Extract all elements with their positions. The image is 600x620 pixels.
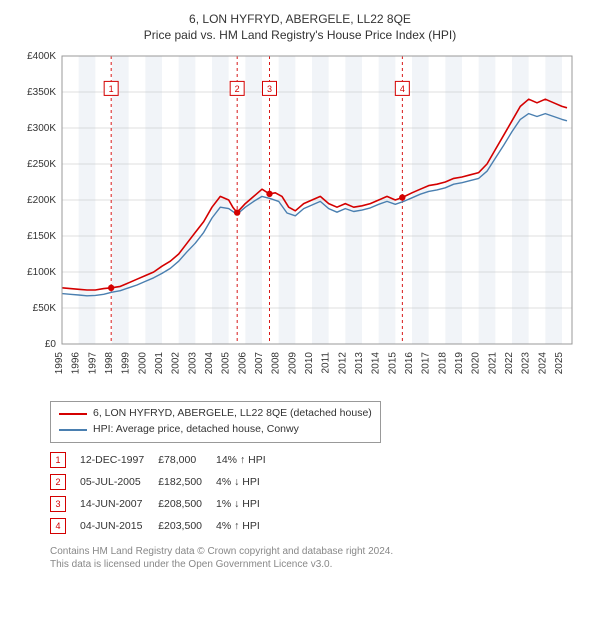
svg-text:2: 2: [235, 84, 240, 94]
sale-price: £78,000: [158, 449, 216, 471]
svg-text:2024: 2024: [537, 352, 548, 375]
footnote-line1: Contains HM Land Registry data © Crown c…: [50, 545, 590, 559]
svg-text:2008: 2008: [271, 352, 282, 375]
svg-text:1996: 1996: [71, 352, 82, 375]
arrow-up-icon: [240, 454, 245, 466]
sale-marker-icon: 4: [50, 518, 66, 534]
svg-text:2025: 2025: [554, 352, 565, 375]
svg-text:1997: 1997: [87, 352, 98, 375]
footnote-line2: This data is licensed under the Open Gov…: [50, 558, 590, 572]
legend-row-subject: 6, LON HYFRYD, ABERGELE, LL22 8QE (detac…: [59, 406, 372, 422]
chart-svg: £0 £50K £100K £150K £200K £250K £300K £350K £400…: [10, 50, 580, 390]
svg-text:1999: 1999: [121, 352, 132, 375]
svg-text:2017: 2017: [421, 352, 432, 375]
svg-text:2004: 2004: [204, 352, 215, 375]
svg-text:£250K: £250K: [27, 159, 56, 170]
page-title-sub: Price paid vs. HM Land Registry's House …: [10, 28, 590, 42]
svg-text:£300K: £300K: [27, 123, 56, 134]
svg-text:2012: 2012: [337, 352, 348, 375]
svg-text:£100K: £100K: [27, 267, 56, 278]
footnote: Contains HM Land Registry data © Crown c…: [50, 545, 590, 572]
svg-text:3: 3: [267, 84, 272, 94]
svg-text:2002: 2002: [171, 352, 182, 375]
sale-date: 05-JUL-2005: [80, 471, 158, 493]
svg-text:£350K: £350K: [27, 87, 56, 98]
svg-text:2005: 2005: [221, 352, 232, 375]
sales-table: 1 12-DEC-1997£78,00014% HPI 2 05-JUL-2005£1…: [50, 449, 280, 537]
sales-row: 1 12-DEC-1997£78,00014% HPI: [50, 449, 280, 471]
sale-date: 14-JUN-2007: [80, 493, 158, 515]
svg-text:2018: 2018: [437, 352, 448, 375]
svg-text:2007: 2007: [254, 352, 265, 375]
svg-text:2015: 2015: [387, 352, 398, 375]
svg-text:1995: 1995: [54, 352, 65, 375]
svg-text:£0: £0: [45, 339, 57, 350]
legend-label-hpi: HPI: Average price, detached house, Conw…: [93, 422, 299, 438]
page-title-address: 6, LON HYFRYD, ABERGELE, LL22 8QE: [10, 12, 590, 26]
sale-price: £182,500: [158, 471, 216, 493]
sales-row: 2 05-JUL-2005£182,5004% HPI: [50, 471, 280, 493]
svg-text:2010: 2010: [304, 352, 315, 375]
svg-text:£200K: £200K: [27, 195, 56, 206]
legend-row-hpi: HPI: Average price, detached house, Conw…: [59, 422, 372, 438]
svg-text:2009: 2009: [287, 352, 298, 375]
svg-text:1998: 1998: [104, 352, 115, 375]
legend-swatch-subject: [59, 413, 87, 415]
sale-marker-icon: 1: [50, 452, 66, 468]
svg-text:2020: 2020: [471, 352, 482, 375]
arrow-down-icon: [234, 476, 239, 488]
svg-text:2013: 2013: [354, 352, 365, 375]
sale-delta: 4% HPI: [216, 515, 280, 537]
svg-text:2014: 2014: [371, 352, 382, 375]
legend-swatch-hpi: [59, 429, 87, 431]
sale-date: 04-JUN-2015: [80, 515, 158, 537]
svg-text:2016: 2016: [404, 352, 415, 375]
arrow-down-icon: [234, 498, 239, 510]
sales-row: 3 14-JUN-2007£208,5001% HPI: [50, 493, 280, 515]
sale-date: 12-DEC-1997: [80, 449, 158, 471]
sale-price: £203,500: [158, 515, 216, 537]
sale-delta: 14% HPI: [216, 449, 280, 471]
svg-text:4: 4: [400, 84, 405, 94]
svg-text:2011: 2011: [321, 352, 332, 374]
svg-text:2006: 2006: [237, 352, 248, 375]
svg-text:2003: 2003: [187, 352, 198, 375]
price-chart: £0 £50K £100K £150K £200K £250K £300K £350K £400…: [10, 50, 590, 393]
svg-text:2022: 2022: [504, 352, 515, 375]
arrow-up-icon: [234, 520, 239, 532]
sale-marker-icon: 2: [50, 474, 66, 490]
svg-text:2000: 2000: [137, 352, 148, 375]
svg-text:£50K: £50K: [33, 303, 57, 314]
sales-row: 4 04-JUN-2015£203,5004% HPI: [50, 515, 280, 537]
sale-marker-icon: 3: [50, 496, 66, 512]
svg-text:2019: 2019: [454, 352, 465, 375]
sale-price: £208,500: [158, 493, 216, 515]
legend-label-subject: 6, LON HYFRYD, ABERGELE, LL22 8QE (detac…: [93, 406, 372, 422]
svg-text:2021: 2021: [487, 352, 498, 375]
sale-delta: 1% HPI: [216, 493, 280, 515]
svg-text:1: 1: [109, 84, 114, 94]
svg-text:£400K: £400K: [27, 51, 56, 62]
svg-text:£150K: £150K: [27, 231, 56, 242]
sale-delta: 4% HPI: [216, 471, 280, 493]
legend: 6, LON HYFRYD, ABERGELE, LL22 8QE (detac…: [50, 401, 381, 443]
svg-text:2001: 2001: [154, 352, 165, 375]
svg-text:2023: 2023: [521, 352, 532, 375]
